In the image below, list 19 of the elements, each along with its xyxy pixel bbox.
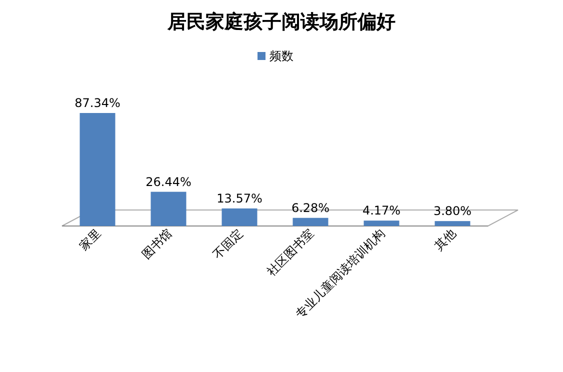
bar <box>80 113 116 226</box>
data-label: 3.80% <box>433 204 472 218</box>
data-label: 4.17% <box>362 204 401 218</box>
x-tick-label: 社区图书室 <box>264 226 317 279</box>
x-tick-label: 不固定 <box>210 226 246 262</box>
bar <box>434 221 470 226</box>
bar <box>364 220 400 226</box>
bar <box>292 218 328 226</box>
x-tick-label: 家里 <box>76 226 104 254</box>
data-label: 87.34% <box>74 96 120 110</box>
bar <box>222 208 258 226</box>
x-tick-label: 其他 <box>432 226 459 254</box>
chart-title: 居民家庭孩子阅读场所偏好 <box>166 11 396 33</box>
data-label: 26.44% <box>146 174 192 189</box>
data-label: 13.57% <box>216 191 262 206</box>
legend-label: 频数 <box>270 49 294 63</box>
data-label: 6.28% <box>291 200 330 215</box>
x-tick-label: 图书馆 <box>139 226 175 262</box>
bar <box>150 192 186 226</box>
